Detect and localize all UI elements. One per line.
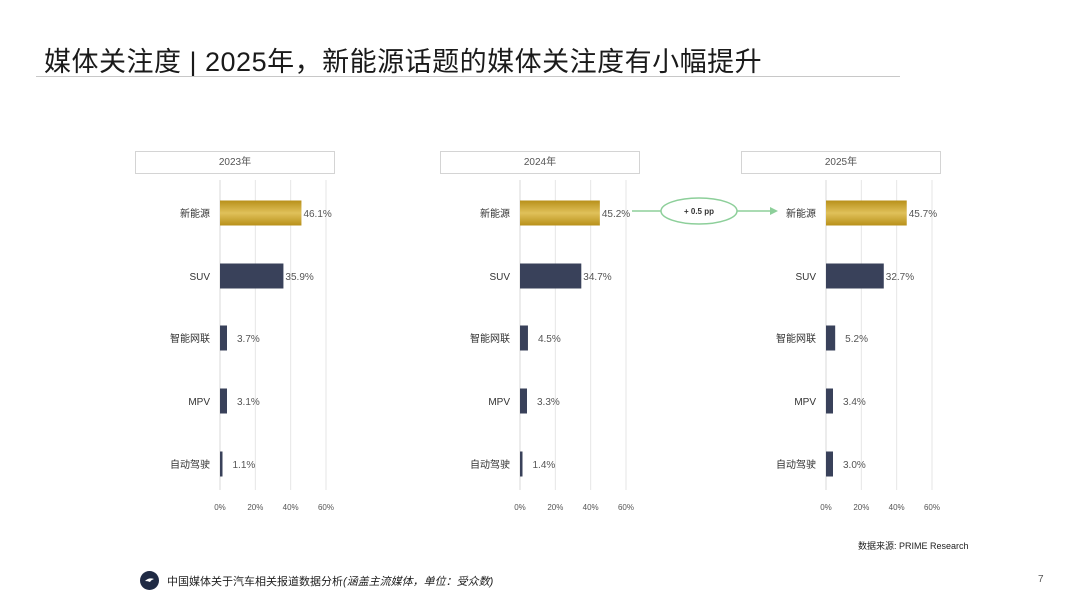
category-label: 自动驾驶 xyxy=(470,458,510,471)
data-label: 1.4% xyxy=(533,460,556,471)
category-label: 新能源 xyxy=(180,207,210,220)
data-label: 32.7% xyxy=(886,272,914,283)
category-label: MPV xyxy=(188,397,210,408)
x-tick-label: 0% xyxy=(514,503,526,512)
category-label: MPV xyxy=(488,397,510,408)
category-label: MPV xyxy=(794,397,816,408)
x-tick-label: 20% xyxy=(547,503,563,512)
data-label: 3.7% xyxy=(237,334,260,345)
bar xyxy=(220,451,223,477)
bar xyxy=(520,451,523,477)
data-label: 1.1% xyxy=(233,460,256,471)
data-label: 35.9% xyxy=(285,272,313,283)
year-box-2023: 2023年 xyxy=(135,151,335,174)
footer-note: (涵盖主流媒体，单位：受众数) xyxy=(343,576,494,588)
category-label: 自动驾驶 xyxy=(776,458,816,471)
data-label: 5.2% xyxy=(845,334,868,345)
year-box-2024: 2024年 xyxy=(440,151,640,174)
page-number: 7 xyxy=(1038,574,1044,585)
page-title: 媒体关注度 | 2025年，新能源话题的媒体关注度有小幅提升 xyxy=(44,47,763,77)
x-tick-label: 0% xyxy=(820,503,832,512)
company-logo xyxy=(140,571,159,590)
logo-mark-icon xyxy=(145,578,154,582)
bar xyxy=(826,325,836,351)
bar xyxy=(520,200,600,226)
annotation-bubble xyxy=(660,197,738,225)
category-label: SUV xyxy=(795,272,816,283)
category-label: 自动驾驶 xyxy=(170,458,210,471)
category-label: SUV xyxy=(189,272,210,283)
data-label: 3.3% xyxy=(537,397,560,408)
category-label: 智能网联 xyxy=(776,332,816,345)
year-box-2025: 2025年 xyxy=(741,151,941,174)
category-label: 新能源 xyxy=(480,207,510,220)
x-tick-label: 40% xyxy=(583,503,599,512)
data-label: 46.1% xyxy=(303,209,331,220)
data-label: 3.1% xyxy=(237,397,260,408)
bar xyxy=(826,388,833,414)
category-label: 智能网联 xyxy=(470,332,510,345)
bar xyxy=(220,325,227,351)
source-note: 数据来源: PRIME Research xyxy=(858,541,969,551)
category-label: SUV xyxy=(489,272,510,283)
bar xyxy=(520,388,527,414)
data-label: 34.7% xyxy=(583,272,611,283)
x-tick-label: 60% xyxy=(924,503,940,512)
title-divider xyxy=(36,76,900,77)
data-label: 3.0% xyxy=(843,460,866,471)
bar xyxy=(826,263,884,289)
x-tick-label: 20% xyxy=(853,503,869,512)
bar xyxy=(220,263,284,289)
data-label: 3.4% xyxy=(843,397,866,408)
data-label: 45.2% xyxy=(602,209,630,220)
data-label: 4.5% xyxy=(538,334,561,345)
x-tick-label: 0% xyxy=(214,503,226,512)
x-tick-label: 40% xyxy=(283,503,299,512)
bar xyxy=(520,263,582,289)
category-label: 新能源 xyxy=(786,207,816,220)
x-tick-label: 60% xyxy=(618,503,634,512)
category-label: 智能网联 xyxy=(170,332,210,345)
bar xyxy=(520,325,528,351)
footer-text: 中国媒体关于汽车相关报道数据分析(涵盖主流媒体，单位：受众数) xyxy=(167,573,493,589)
annotation-arrowhead xyxy=(770,207,778,215)
x-tick-label: 20% xyxy=(247,503,263,512)
data-label: 45.7% xyxy=(909,209,937,220)
bar xyxy=(826,451,833,477)
x-tick-label: 60% xyxy=(318,503,334,512)
footer-description: 中国媒体关于汽车相关报道数据分析 xyxy=(167,576,343,588)
annotation-label: + 0.5 pp xyxy=(684,207,714,216)
x-tick-label: 40% xyxy=(889,503,905,512)
bar xyxy=(220,200,302,226)
bar xyxy=(826,200,907,226)
bar xyxy=(220,388,227,414)
